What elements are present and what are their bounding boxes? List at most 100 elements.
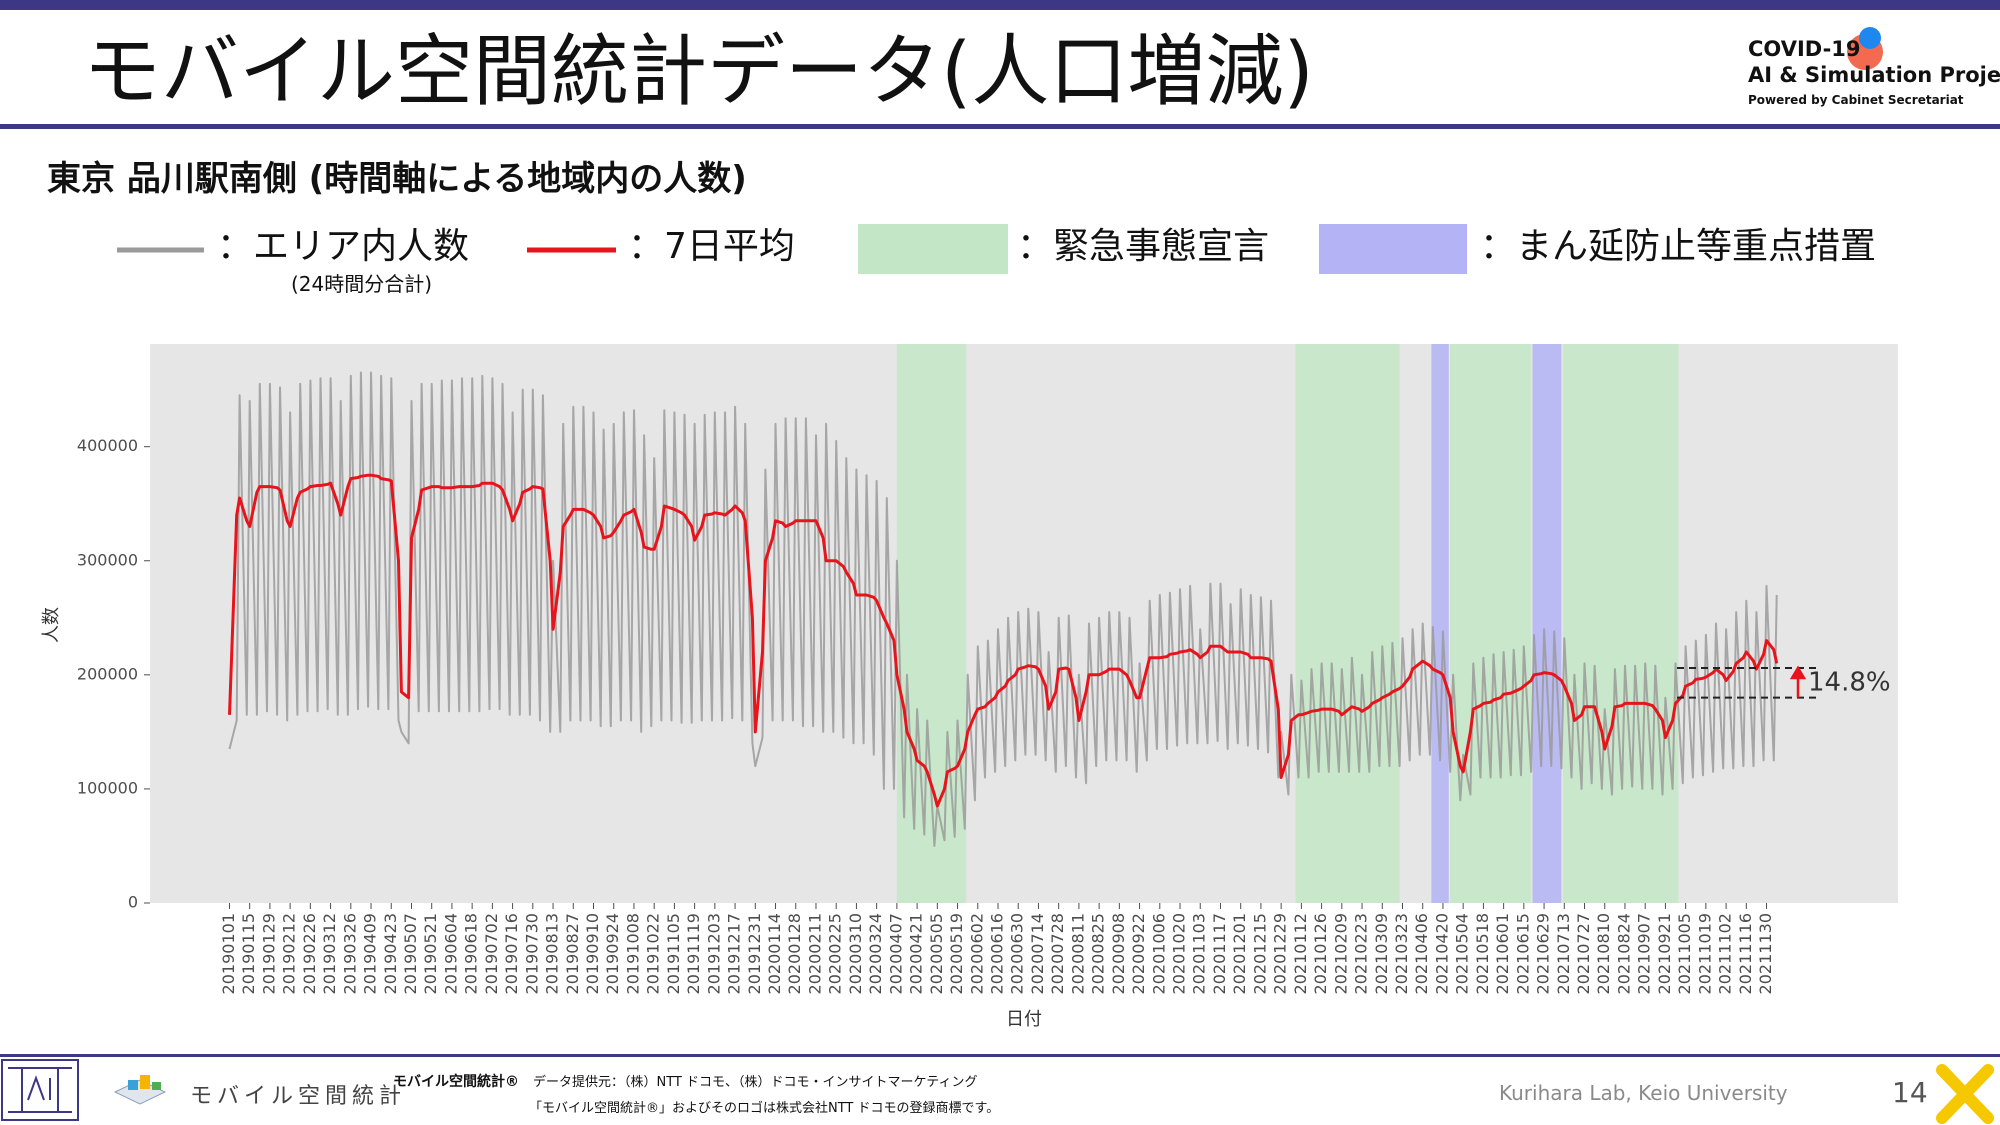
period-band xyxy=(1295,344,1400,903)
x-tick-label: 20191119 xyxy=(684,913,703,994)
x-tick-label: 20211130 xyxy=(1756,913,1775,994)
x-tick-label: 20200519 xyxy=(947,913,966,994)
x-tick-label: 20200908 xyxy=(1109,913,1128,994)
ai-logo-lines xyxy=(8,1067,72,1113)
x-tick-label: 20210601 xyxy=(1493,913,1512,994)
x-tick-label: 20210126 xyxy=(1311,913,1330,994)
period-band xyxy=(1562,344,1679,903)
chart-title: 東京 品川駅南側 (時間軸による地域内の人数) xyxy=(47,159,747,199)
x-tick-label: 20200825 xyxy=(1089,913,1108,994)
ai-logo-box xyxy=(1,1059,79,1121)
x-tick-label: 20200421 xyxy=(907,913,926,994)
legend-sublabel: (24時間分合計) xyxy=(291,272,432,296)
x-logo-mark xyxy=(1936,1064,1994,1124)
x-tick-label: 20190813 xyxy=(543,913,562,994)
x-tick-label: 20201103 xyxy=(1190,913,1209,994)
x-tick-label: 20201229 xyxy=(1271,913,1290,994)
x-tick-label: 20190604 xyxy=(441,913,460,994)
x-tick-label: 20191231 xyxy=(745,913,764,994)
page-title: モバイル空間統計データ(人口増減) xyxy=(83,27,1314,117)
logo-line: COVID-19 xyxy=(1748,37,1861,61)
x-tick-label: 20210112 xyxy=(1291,913,1310,994)
x-tick-label: 20191217 xyxy=(725,913,744,994)
x-tick-label: 20210713 xyxy=(1554,913,1573,994)
legend-label: ：緊急事態宣言 xyxy=(1017,226,1269,267)
x-tick-label: 20200616 xyxy=(987,913,1006,994)
legend-label: ：まん延防止等重点措置 xyxy=(1480,226,1876,267)
credit-title: モバイル空間統計® xyxy=(393,1073,519,1090)
x-tick-label: 20210223 xyxy=(1352,913,1371,994)
x-tick-label: 20201020 xyxy=(1170,913,1189,994)
x-tick-label: 20200505 xyxy=(927,913,946,994)
x-tick-label: 20210406 xyxy=(1412,913,1431,994)
x-tick-label: 20200114 xyxy=(765,913,784,994)
x-tick-label: 20190910 xyxy=(583,913,602,994)
y-tick-label: 200000 xyxy=(77,664,138,683)
x-tick-label: 20190115 xyxy=(239,913,258,994)
x-tick-label: 20211005 xyxy=(1675,913,1694,994)
legend-swatch xyxy=(858,224,1008,274)
x-tick-label: 20210309 xyxy=(1372,913,1391,994)
x-tick-label: 20210323 xyxy=(1392,913,1411,994)
x-tick-label: 20190409 xyxy=(361,913,380,994)
logo-dot xyxy=(1859,27,1881,49)
y-tick-label: 100000 xyxy=(77,778,138,797)
x-tick-label: 20200602 xyxy=(967,913,986,994)
x-tick-label: 20200211 xyxy=(805,913,824,994)
x-tick-label: 20210615 xyxy=(1513,913,1532,994)
credit: データ提供元：（株）NTT ドコモ、（株）ドコモ・インサイトマーケティング xyxy=(533,1074,977,1090)
top-bar xyxy=(0,0,2000,10)
y-tick-label: 300000 xyxy=(77,550,138,569)
x-tick-label: 20201117 xyxy=(1210,913,1229,994)
x-tick-label: 20190702 xyxy=(482,913,501,994)
annotation-arrow xyxy=(1789,665,1807,698)
x-tick-label: 20190212 xyxy=(280,913,299,994)
brand-icon xyxy=(140,1075,150,1089)
x-axis-title: 日付 xyxy=(1006,1009,1042,1030)
x-tick-label: 20191022 xyxy=(644,913,663,994)
x-tick-label: 20200225 xyxy=(826,913,845,994)
y-axis-title: 人数 xyxy=(41,607,62,643)
brand-name: モバイル空間統計 xyxy=(190,1084,406,1109)
x-tick-label: 20190827 xyxy=(563,913,582,994)
period-band xyxy=(1532,344,1562,903)
x-tick-label: 20190129 xyxy=(259,913,278,994)
annotation-label: 14.8% xyxy=(1808,667,1891,697)
x-tick-label: 20200324 xyxy=(866,913,885,994)
lab-name: Kurihara Lab, Keio University xyxy=(1499,1081,1788,1105)
footer-logo xyxy=(1,1059,167,1121)
footer-rule xyxy=(0,1054,2000,1057)
logo-line: AI & Simulation Project xyxy=(1748,63,2000,87)
x-tick-label: 20191008 xyxy=(623,913,642,994)
legend-label: ：エリア内人数 xyxy=(217,226,469,267)
x-tick-label: 20210518 xyxy=(1473,913,1492,994)
x-tick-label: 20191203 xyxy=(704,913,723,994)
x-tick-label: 20200922 xyxy=(1129,913,1148,994)
x-tick-label: 20190730 xyxy=(522,913,541,994)
x-tick-label: 20210209 xyxy=(1331,913,1350,994)
x-tick-label: 20190521 xyxy=(421,913,440,994)
x-tick-label: 20190924 xyxy=(603,913,622,994)
period-band xyxy=(1450,344,1532,903)
x-tick-label: 20210810 xyxy=(1594,913,1613,994)
x-tick-label: 20200310 xyxy=(846,913,865,994)
x-tick-label: 20210907 xyxy=(1635,913,1654,994)
x-tick-label: 20200714 xyxy=(1028,913,1047,994)
legend-label: ：7日平均 xyxy=(628,226,795,267)
x-tick-label: 20210504 xyxy=(1453,913,1472,994)
x-tick-label: 20190226 xyxy=(300,913,319,994)
x-tick-label: 20200407 xyxy=(886,913,905,994)
header-rule xyxy=(0,124,2000,129)
y-tick-label: 400000 xyxy=(77,436,138,455)
x-tick-label: 20200128 xyxy=(785,913,804,994)
x-tick-label: 20210629 xyxy=(1534,913,1553,994)
x-tick-label: 20190716 xyxy=(502,913,521,994)
x-tick-label: 20190101 xyxy=(219,913,238,994)
period-band xyxy=(1431,344,1449,903)
x-tick-label: 20210824 xyxy=(1614,913,1633,994)
series-line xyxy=(228,473,1779,808)
x-tick-label: 20190423 xyxy=(381,913,400,994)
logo-line: Powered by Cabinet Secretariat xyxy=(1748,93,1964,107)
